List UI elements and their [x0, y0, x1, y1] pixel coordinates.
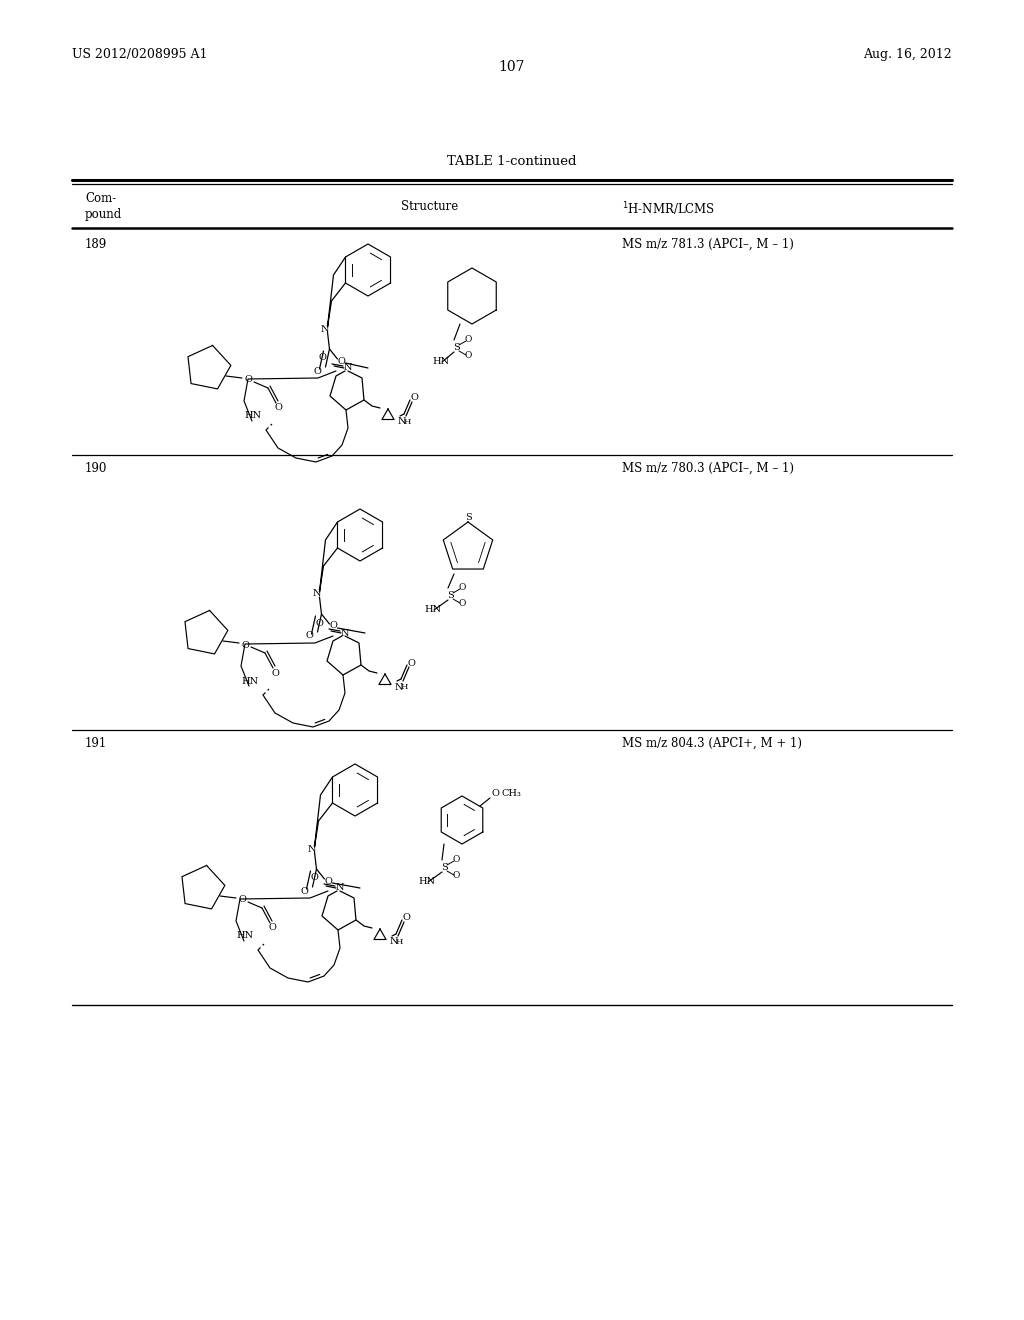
Text: HN: HN [418, 878, 435, 887]
Text: N: N [344, 363, 352, 372]
Text: N: N [390, 937, 398, 946]
Text: O: O [244, 375, 252, 384]
Text: HN: HN [424, 606, 441, 615]
Text: O: O [464, 335, 472, 345]
Text: O: O [459, 599, 466, 609]
Text: O: O [408, 659, 415, 668]
Text: $^1$H-NMR/LCMS: $^1$H-NMR/LCMS [622, 201, 715, 218]
Text: HN: HN [241, 676, 258, 685]
Text: MS m/z 781.3 (APCI–, M – 1): MS m/z 781.3 (APCI–, M – 1) [622, 238, 794, 251]
Text: Aug. 16, 2012: Aug. 16, 2012 [863, 48, 952, 61]
Text: pound: pound [85, 209, 122, 220]
Text: N: N [307, 845, 315, 854]
Text: O: O [241, 640, 249, 649]
Text: N: N [398, 417, 407, 426]
Text: H: H [401, 682, 409, 690]
Text: HN: HN [244, 412, 261, 421]
Text: O: O [338, 356, 345, 366]
Text: O: O [453, 871, 460, 880]
Text: H: H [396, 939, 403, 946]
Text: HN: HN [236, 932, 253, 940]
Text: N: N [336, 883, 344, 892]
Text: TABLE 1-continued: TABLE 1-continued [447, 154, 577, 168]
Text: O: O [330, 622, 338, 631]
Text: O: O [459, 583, 466, 593]
Text: N: N [321, 325, 329, 334]
Text: N: N [341, 628, 349, 638]
Text: O: O [238, 895, 246, 904]
Text: 107: 107 [499, 59, 525, 74]
Text: N: N [395, 682, 403, 692]
Text: O: O [271, 668, 279, 677]
Text: 189: 189 [85, 238, 108, 251]
Text: MS m/z 780.3 (APCI–, M – 1): MS m/z 780.3 (APCI–, M – 1) [622, 462, 794, 475]
Text: O: O [268, 924, 275, 932]
Text: O: O [313, 367, 322, 375]
Text: O: O [305, 631, 313, 640]
Text: N: N [312, 590, 321, 598]
Text: HN: HN [432, 358, 450, 367]
Text: US 2012/0208995 A1: US 2012/0208995 A1 [72, 48, 208, 61]
Text: O: O [301, 887, 308, 895]
Text: S: S [446, 591, 454, 601]
Text: H: H [404, 418, 412, 426]
Text: O: O [464, 351, 472, 360]
Text: O: O [274, 404, 282, 412]
Text: CH₃: CH₃ [502, 789, 522, 799]
Text: O: O [325, 876, 333, 886]
Text: O: O [315, 619, 323, 627]
Text: O: O [453, 855, 460, 865]
Text: O: O [310, 874, 317, 883]
Text: 191: 191 [85, 737, 108, 750]
Text: O: O [402, 913, 410, 923]
Text: O: O [410, 393, 418, 403]
Text: S: S [465, 513, 471, 523]
Text: MS m/z 804.3 (APCI+, M + 1): MS m/z 804.3 (APCI+, M + 1) [622, 737, 802, 750]
Text: Structure: Structure [401, 201, 459, 213]
Text: O: O [492, 789, 500, 799]
Text: O: O [318, 354, 326, 363]
Text: S: S [453, 343, 460, 352]
Text: 190: 190 [85, 462, 108, 475]
Text: S: S [440, 863, 447, 873]
Text: Com-: Com- [85, 191, 117, 205]
